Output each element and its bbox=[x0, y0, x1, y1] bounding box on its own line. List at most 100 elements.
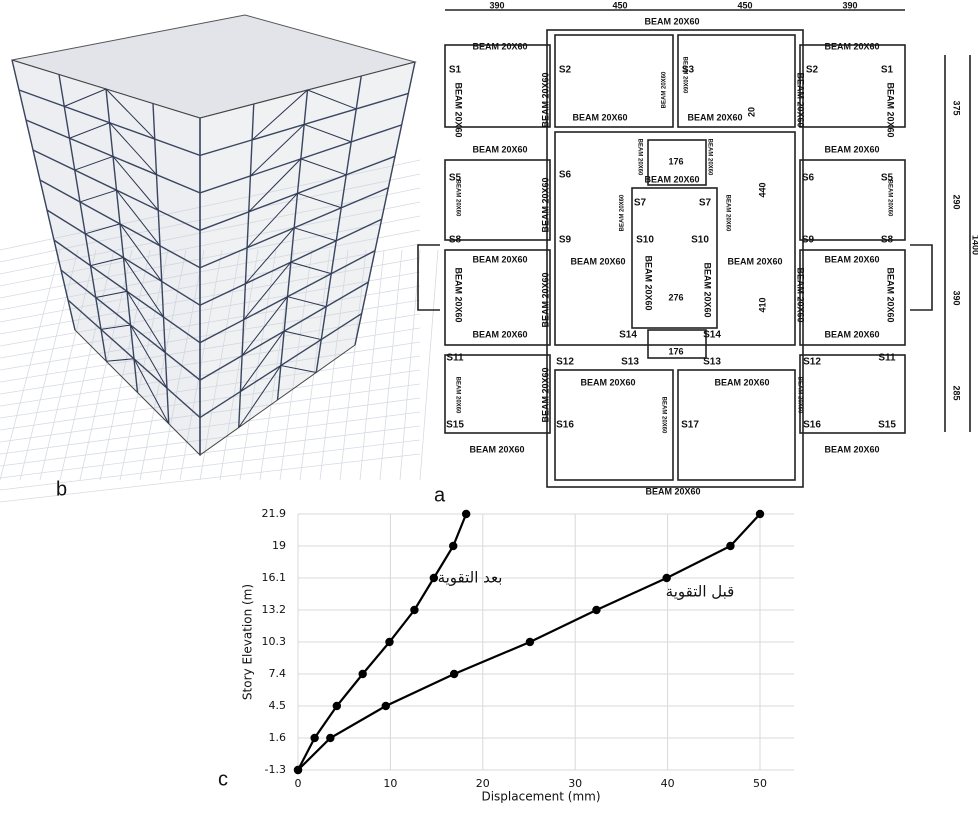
point bbox=[526, 638, 534, 646]
beam-label: BEAM 20X60 bbox=[886, 82, 896, 137]
beam-label: BEAM 20X60 bbox=[472, 144, 527, 154]
point bbox=[662, 574, 670, 582]
point bbox=[358, 670, 366, 678]
dimension-label: 20 bbox=[746, 107, 756, 117]
beam-label: BEAM 20X60 bbox=[472, 254, 527, 264]
building-model bbox=[0, 15, 438, 502]
point bbox=[294, 766, 302, 774]
beam-label: BEAM 20X60 bbox=[727, 256, 782, 266]
column-label: S7 bbox=[634, 198, 647, 209]
column-label: S13 bbox=[621, 357, 639, 368]
beam-label: BEAM 20X60 bbox=[681, 57, 687, 94]
beam-label: BEAM 20X60 bbox=[824, 41, 879, 51]
column-label: S14 bbox=[703, 330, 721, 341]
column-label: S9 bbox=[559, 235, 572, 246]
beam-label: BEAM 20X60 bbox=[540, 177, 550, 232]
x-tick-label: 10 bbox=[383, 777, 397, 790]
column-label: S2 bbox=[559, 65, 572, 76]
dimension-label: 375 bbox=[952, 100, 962, 115]
point bbox=[756, 510, 764, 518]
dimension-label: 450 bbox=[612, 0, 627, 10]
floor-grid bbox=[420, 250, 438, 480]
beam-label: BEAM 20X60 bbox=[714, 377, 769, 387]
x-tick-label: 0 bbox=[295, 777, 302, 790]
column-label: S12 bbox=[556, 357, 574, 368]
y-tick-label: 13.2 bbox=[262, 603, 287, 616]
column-label: S12 bbox=[803, 357, 821, 368]
x-tick-label: 40 bbox=[661, 777, 675, 790]
beam-label: BEAM 20X60 bbox=[540, 367, 550, 422]
beam-label: BEAM 20X60 bbox=[572, 112, 627, 122]
point bbox=[385, 638, 393, 646]
column-label: S8 bbox=[881, 235, 894, 246]
point bbox=[592, 606, 600, 614]
face bbox=[12, 60, 200, 455]
beam-label: BEAM 20X60 bbox=[620, 194, 626, 231]
beam-label: BEAM 20X60 bbox=[687, 112, 742, 122]
point bbox=[310, 734, 318, 742]
dimension-label: 176 bbox=[668, 156, 683, 166]
column-label: S1 bbox=[449, 65, 462, 76]
dimension-label: 440 bbox=[757, 182, 767, 197]
beam-label: BEAM 20X60 bbox=[454, 180, 460, 217]
series-label: بعد التقوية bbox=[438, 569, 503, 587]
beam-label: BEAM 20X60 bbox=[454, 377, 460, 414]
y-tick-label: 19 bbox=[272, 539, 286, 552]
beam-label: BEAM 20X60 bbox=[796, 377, 802, 414]
beam-label: BEAM 20X60 bbox=[644, 255, 654, 310]
beam-label: BEAM 20X60 bbox=[472, 41, 527, 51]
beam-label: BEAM 20X60 bbox=[796, 267, 806, 322]
x-tick-label: 20 bbox=[476, 777, 490, 790]
column-label: S14 bbox=[619, 330, 637, 341]
beam-label: BEAM 20X60 bbox=[886, 267, 896, 322]
point bbox=[326, 734, 334, 742]
panel-label: b bbox=[56, 478, 67, 500]
figure: 3904504503903752903902851400176276176440… bbox=[0, 0, 978, 810]
beam-label: BEAM 20X60 bbox=[660, 397, 666, 434]
dimension-label: 290 bbox=[952, 194, 962, 209]
y-tick-label: 16.1 bbox=[262, 571, 287, 584]
y-tick-label: 10.3 bbox=[262, 635, 287, 648]
beam-label: BEAM 20X60 bbox=[706, 139, 712, 176]
beam-label: BEAM 20X60 bbox=[570, 256, 625, 266]
dimension-label: 390 bbox=[842, 0, 857, 10]
point bbox=[382, 702, 390, 710]
point bbox=[449, 542, 457, 550]
dimension-label: 410 bbox=[757, 297, 767, 312]
point bbox=[462, 510, 470, 518]
point bbox=[410, 606, 418, 614]
floor-grid bbox=[380, 250, 402, 480]
beam-label: BEAM 20X60 bbox=[796, 72, 806, 127]
beam-label: BEAM 20X60 bbox=[469, 444, 524, 454]
panel-label: a bbox=[434, 484, 446, 506]
column-label: S13 bbox=[703, 357, 721, 368]
beam-label: BEAM 20X60 bbox=[636, 139, 642, 176]
x-axis-label: Displacement (mm) bbox=[481, 790, 600, 804]
column-label: S10 bbox=[636, 235, 654, 246]
column-label: S16 bbox=[556, 420, 574, 431]
column-label: S10 bbox=[691, 235, 709, 246]
dimension-label: 276 bbox=[668, 292, 683, 302]
beam-label: BEAM 20X60 bbox=[703, 262, 713, 317]
column-label: S6 bbox=[802, 173, 815, 184]
beam-label: BEAM 20X60 bbox=[886, 180, 892, 217]
dimension-label: 390 bbox=[489, 0, 504, 10]
y-tick-label: -1.3 bbox=[265, 763, 286, 776]
y-axis-label: Story Elevation (m) bbox=[241, 584, 255, 700]
dimension-label: 1400 bbox=[971, 235, 978, 255]
beam-label: BEAM 20X60 bbox=[454, 267, 464, 322]
beam-label: BEAM 20X60 bbox=[580, 377, 635, 387]
floor-grid bbox=[400, 250, 420, 480]
column-label: S8 bbox=[449, 235, 462, 246]
beam-label: BEAM 20X60 bbox=[540, 72, 550, 127]
column-label: S11 bbox=[446, 353, 464, 364]
beam-label: BEAM 20X60 bbox=[662, 71, 668, 108]
column-label: S17 bbox=[681, 420, 699, 431]
y-tick-label: 7.4 bbox=[269, 667, 287, 680]
y-tick-label: 4.5 bbox=[269, 699, 287, 712]
beam-label: BEAM 20X60 bbox=[644, 16, 699, 26]
point bbox=[726, 542, 734, 550]
column-label: S16 bbox=[803, 420, 821, 431]
series-label: قبل التقوية bbox=[666, 583, 735, 601]
